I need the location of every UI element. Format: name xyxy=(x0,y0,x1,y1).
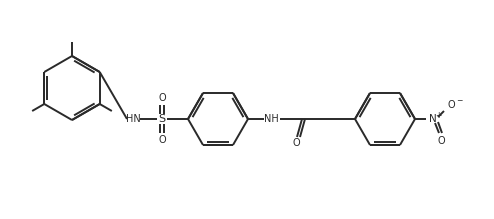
Text: O: O xyxy=(292,138,300,148)
Text: N: N xyxy=(429,114,437,124)
Text: O: O xyxy=(447,100,455,110)
Text: O: O xyxy=(437,136,445,146)
Text: O: O xyxy=(158,93,166,103)
Text: S: S xyxy=(159,114,165,124)
Text: −: − xyxy=(456,97,462,106)
Text: +: + xyxy=(435,111,441,120)
Text: HN: HN xyxy=(125,114,140,124)
Text: NH: NH xyxy=(264,114,279,124)
Text: O: O xyxy=(158,135,166,145)
